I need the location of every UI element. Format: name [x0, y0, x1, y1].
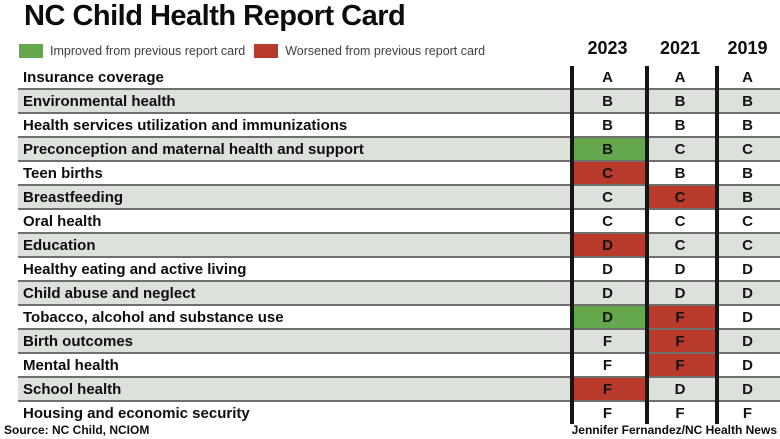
grade-cell: B — [742, 116, 753, 134]
grade-cell: A — [602, 68, 613, 86]
author-credit: Jennifer Fernandez/NC Health News — [571, 423, 777, 437]
report-table: Insurance coverage A A A Environmental healt… — [18, 66, 780, 424]
grade-cell: C — [674, 236, 686, 254]
table-row: Mental health F F D — [18, 354, 780, 378]
row-label: Mental health — [23, 356, 119, 374]
table-row: Breastfeeding C C B — [18, 186, 780, 210]
grade-cell: B — [602, 92, 613, 110]
grade-cell: F — [645, 330, 715, 352]
table-row: Insurance coverage A A A — [18, 66, 780, 90]
row-label: Child abuse and neglect — [23, 284, 196, 302]
column-header-2023: 2023 — [587, 38, 628, 58]
table-row: Teen births C B B — [18, 162, 780, 186]
grade-cell: F — [742, 404, 753, 422]
grade-cell: C — [742, 140, 753, 158]
grade-cell: F — [602, 356, 613, 374]
table-row: Child abuse and neglect D D D — [18, 282, 780, 306]
row-label: Breastfeeding — [23, 188, 124, 206]
grade-cell: B — [742, 188, 753, 206]
table-row: Environmental health B B B — [18, 90, 780, 114]
grade-cell: B — [674, 116, 686, 134]
grade-cell: D — [674, 284, 686, 302]
grade-cell: D — [602, 260, 613, 278]
page-title: NC Child Health Report Card — [24, 0, 406, 32]
row-label: Birth outcomes — [23, 332, 134, 350]
grade-cell: C — [674, 140, 686, 158]
table-row: Birth outcomes F F D — [18, 330, 780, 354]
row-label: Preconception and maternal health and su… — [23, 140, 364, 158]
row-label: Teen births — [23, 164, 103, 182]
grade-cell: D — [742, 356, 753, 374]
grade-cell: F — [675, 404, 685, 422]
worsened-swatch-icon — [254, 44, 279, 58]
column-divider-line-2021 — [645, 66, 649, 424]
grade-cell: C — [645, 186, 715, 208]
grade-cell: C — [674, 212, 686, 230]
grade-cell: D — [674, 260, 686, 278]
legend: Improved from previous report card Worse… — [19, 44, 494, 58]
grade-cell: B — [570, 138, 645, 160]
table-row: Housing and economic security F F F — [18, 402, 780, 424]
improved-swatch-icon — [19, 44, 43, 58]
grade-cell: D — [674, 380, 686, 398]
grade-cell: D — [570, 306, 645, 328]
row-label: Housing and economic security — [23, 404, 250, 422]
row-label: Health services utilization and immuniza… — [23, 116, 348, 134]
table-row: School health F D D — [18, 378, 780, 402]
table-row: Healthy eating and active living D D D — [18, 258, 780, 282]
grade-cell: D — [570, 234, 645, 256]
column-divider-line-2023 — [570, 66, 574, 424]
grade-cell: C — [602, 212, 613, 230]
grade-cell: D — [742, 260, 753, 278]
grade-cell: F — [602, 404, 613, 422]
row-label: Oral health — [23, 212, 102, 230]
grade-cell: A — [742, 68, 753, 86]
table-row: Oral health C C C — [18, 210, 780, 234]
grade-cell: F — [570, 378, 645, 400]
grade-cell: D — [742, 332, 753, 350]
grade-cell: A — [674, 68, 686, 86]
table-row: Health services utilization and immuniza… — [18, 114, 780, 138]
grade-cell: C — [602, 188, 613, 206]
grade-cell: D — [742, 380, 753, 398]
grade-cell: B — [674, 92, 686, 110]
source-attribution: Source: NC Child, NCIOM — [4, 423, 150, 437]
grade-cell: D — [742, 284, 753, 302]
column-divider-line-2019 — [715, 66, 719, 424]
improved-legend-label: Improved from previous report card — [50, 44, 246, 58]
row-label: Insurance coverage — [23, 68, 164, 86]
grade-cell: B — [602, 116, 613, 134]
grade-cell: C — [742, 212, 753, 230]
column-header-2019: 2019 — [727, 38, 768, 58]
grade-cell: F — [645, 354, 715, 376]
grade-cell: B — [742, 164, 753, 182]
grade-cell: D — [742, 308, 753, 326]
grade-cell: C — [742, 236, 753, 254]
row-label: School health — [23, 380, 122, 398]
row-label: Education — [23, 236, 96, 254]
row-label: Environmental health — [23, 92, 176, 110]
grade-cell: F — [602, 332, 613, 350]
table-row: Preconception and maternal health and su… — [18, 138, 780, 162]
grade-cell: B — [742, 92, 753, 110]
worsened-legend-label: Worsened from previous report card — [285, 44, 486, 58]
grade-cell: B — [674, 164, 686, 182]
grade-cell: F — [645, 306, 715, 328]
table-row: Education D C C — [18, 234, 780, 258]
row-label: Healthy eating and active living — [23, 260, 247, 278]
table-row: Tobacco, alcohol and substance use D F D — [18, 306, 780, 330]
grade-cell: D — [602, 284, 613, 302]
row-label: Tobacco, alcohol and substance use — [23, 308, 284, 326]
grade-cell: C — [570, 162, 645, 184]
column-header-2021: 2021 — [659, 38, 701, 58]
